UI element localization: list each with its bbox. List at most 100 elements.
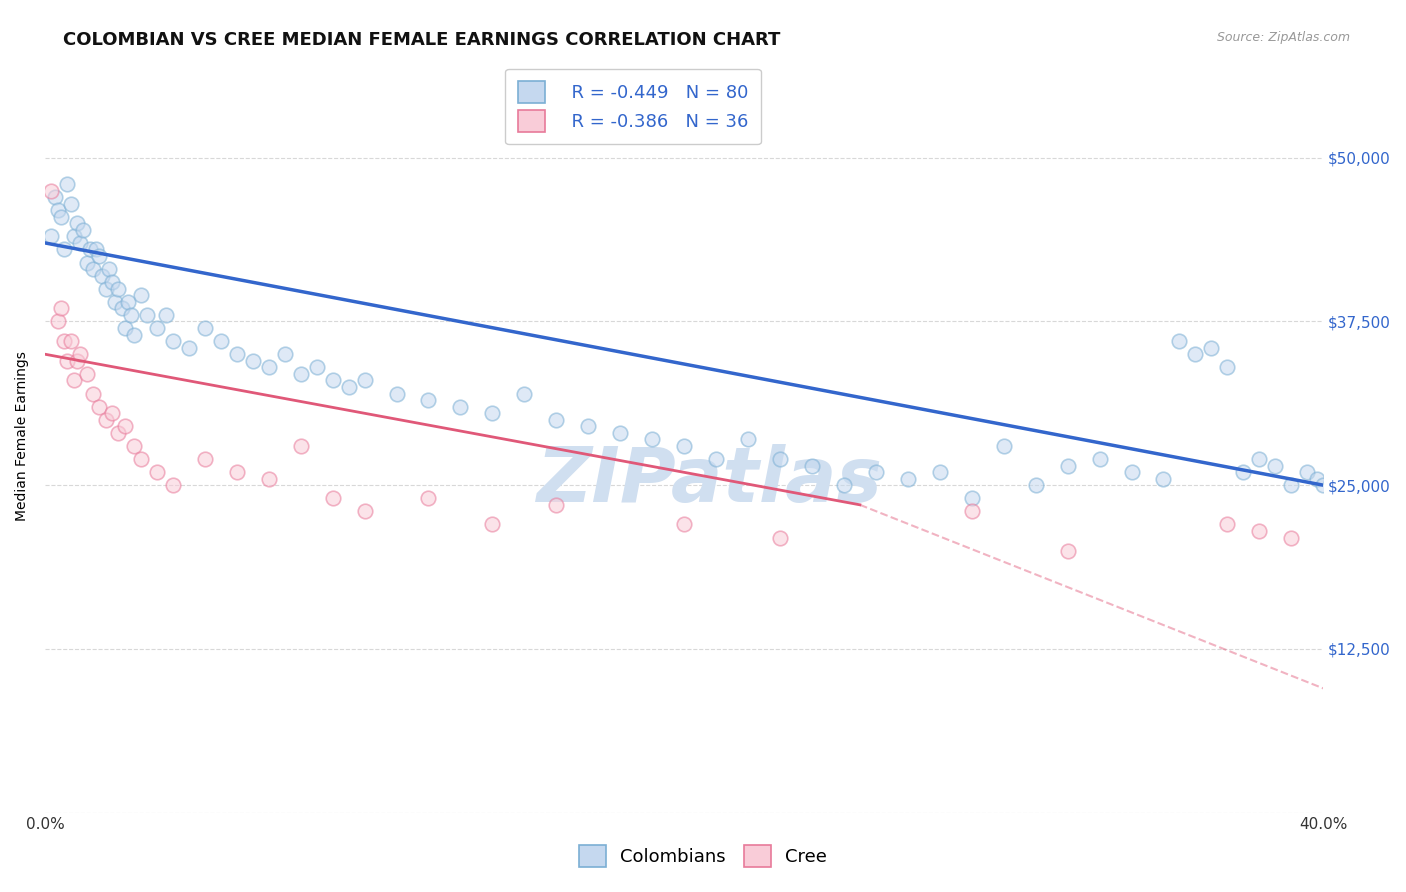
Point (114, 419, 136, 434)
Point (1306, 472, 1329, 486)
Point (322, 491, 344, 506)
Point (704, 452, 727, 467)
Point (82, 386, 104, 401)
Point (62, 229, 84, 244)
Point (49, 301, 72, 316)
Point (737, 433, 759, 447)
Point (162, 478, 184, 492)
Point (111, 301, 134, 316)
Point (146, 465, 169, 479)
Point (513, 386, 536, 401)
Point (832, 478, 855, 492)
Point (129, 452, 152, 467)
Point (353, 373, 375, 387)
Point (1279, 531, 1302, 545)
Point (1088, 452, 1111, 467)
Point (353, 504, 375, 518)
Point (53, 334, 76, 348)
Point (104, 294, 127, 309)
Point (107, 282, 129, 296)
Point (56, 353, 79, 368)
Point (1232, 465, 1254, 479)
Point (305, 360, 328, 375)
Point (1201, 341, 1223, 355)
Point (1249, 524, 1271, 538)
Point (114, 321, 136, 335)
Point (89, 249, 111, 263)
Point (481, 517, 503, 532)
Point (481, 406, 503, 420)
Point (194, 321, 217, 335)
Point (546, 498, 568, 512)
Point (59, 196, 82, 211)
Point (257, 472, 280, 486)
Point (385, 386, 408, 401)
Point (91, 268, 114, 283)
Point (69, 235, 91, 250)
Legend: Colombians, Cree: Colombians, Cree (571, 838, 835, 874)
Point (1249, 452, 1271, 467)
Point (1056, 543, 1078, 558)
Point (84, 243, 107, 257)
Text: Source: ZipAtlas.com: Source: ZipAtlas.com (1216, 31, 1350, 45)
Point (290, 439, 312, 453)
Point (290, 367, 312, 381)
Point (79, 243, 101, 257)
Legend:   R = -0.449   N = 80,   R = -0.386   N = 36: R = -0.449 N = 80, R = -0.386 N = 36 (505, 69, 761, 145)
Point (59, 334, 82, 348)
Point (418, 491, 440, 506)
Point (1025, 478, 1047, 492)
Point (576, 419, 599, 434)
Point (960, 491, 983, 506)
Point (257, 360, 280, 375)
Point (1056, 458, 1078, 473)
Point (546, 413, 568, 427)
Point (117, 294, 139, 309)
Point (41, 184, 63, 198)
Point (225, 465, 247, 479)
Point (46, 314, 69, 328)
Point (94, 282, 117, 296)
Point (101, 406, 124, 420)
Point (322, 373, 344, 387)
Point (1216, 517, 1239, 532)
Point (136, 308, 159, 322)
Point (66, 216, 89, 230)
Text: ZIPatlas: ZIPatlas (537, 444, 883, 518)
Point (337, 380, 360, 394)
Point (1184, 347, 1206, 361)
Point (609, 425, 631, 440)
Point (162, 334, 184, 348)
Point (1312, 478, 1334, 492)
Point (928, 465, 950, 479)
Point (62, 373, 84, 387)
Point (56, 177, 79, 191)
Point (242, 353, 264, 368)
Point (66, 353, 89, 368)
Point (89, 400, 111, 414)
Point (101, 275, 124, 289)
Point (94, 413, 117, 427)
Point (993, 439, 1015, 453)
Point (1296, 465, 1319, 479)
Point (177, 341, 200, 355)
Point (1279, 478, 1302, 492)
Point (41, 229, 63, 244)
Point (76, 255, 98, 269)
Point (1168, 334, 1191, 348)
Point (1264, 458, 1286, 473)
Point (129, 288, 152, 302)
Point (897, 472, 920, 486)
Text: COLOMBIAN VS CREE MEDIAN FEMALE EARNINGS CORRELATION CHART: COLOMBIAN VS CREE MEDIAN FEMALE EARNINGS… (63, 31, 780, 49)
Point (107, 425, 129, 440)
Point (769, 452, 792, 467)
Point (194, 452, 217, 467)
Point (418, 392, 440, 407)
Point (225, 347, 247, 361)
Point (673, 517, 696, 532)
Point (72, 223, 94, 237)
Point (960, 504, 983, 518)
Point (673, 439, 696, 453)
Point (449, 400, 471, 414)
Point (49, 210, 72, 224)
